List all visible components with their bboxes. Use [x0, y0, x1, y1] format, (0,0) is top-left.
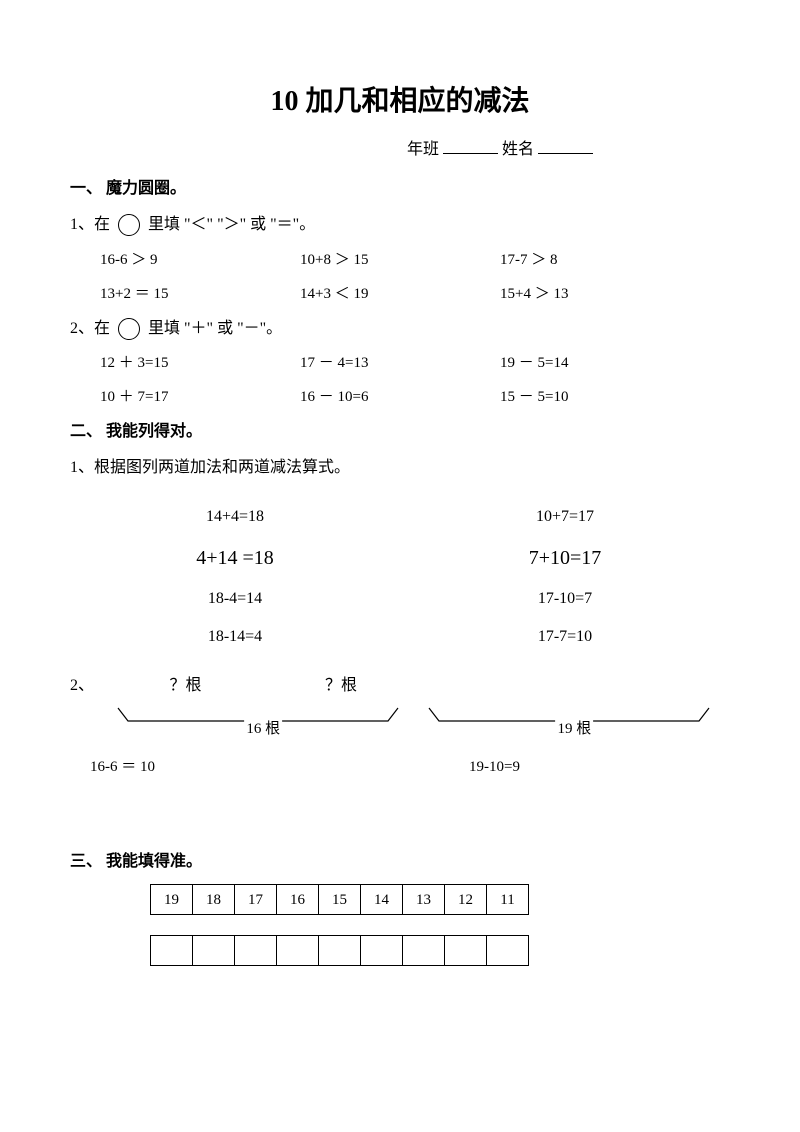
box[interactable] — [487, 936, 529, 966]
eq: 4+14 =18 — [70, 542, 400, 574]
eq: 18-14=4 — [70, 624, 400, 650]
box: 12 — [445, 885, 487, 915]
box: 11 — [487, 885, 529, 915]
page-title: 10 加几和相应的减法 — [70, 80, 730, 125]
class-label: 年班 — [407, 141, 439, 158]
bracket-b: 19 根 — [419, 703, 730, 747]
s2-q2-row: 2、 ？根 ？根 16 根 19 根 — [70, 673, 730, 747]
eq: 17-7=10 — [400, 624, 730, 650]
section-3-head: 三、 我能填得准。 — [70, 849, 730, 875]
box[interactable] — [445, 936, 487, 966]
box[interactable] — [193, 936, 235, 966]
cell: 15 － 5=10 — [500, 385, 700, 409]
eq: 7+10=17 — [400, 542, 730, 574]
q2-q-b: ？根 — [263, 673, 419, 699]
s1-q1-head-a: 1、在 — [70, 216, 110, 233]
circle-icon — [118, 318, 140, 340]
s1-q2-head: 2、在 里填 "＋" 或 "－"。 — [70, 316, 730, 342]
box: 19 — [151, 885, 193, 915]
box[interactable] — [151, 936, 193, 966]
cell: 10+8 ＞ 15 — [300, 248, 500, 272]
number-table-2 — [150, 935, 529, 966]
equation-block: 14+4=18 4+14 =18 18-4=14 18-14=4 10+7=17… — [70, 504, 730, 661]
eq: 18-4=14 — [70, 586, 400, 612]
solve-row: 16-6 ＝ 10 19-10=9 — [70, 755, 730, 779]
box[interactable] — [319, 936, 361, 966]
class-blank[interactable] — [443, 138, 498, 154]
s1-q1-head-b: 里填 "＜" "＞" 或 "＝"。 — [148, 216, 315, 233]
cell: 17-7 ＞ 8 — [500, 248, 700, 272]
eq-col-b: 10+7=17 7+10=17 17-10=7 17-7=10 — [400, 504, 730, 661]
box[interactable] — [235, 936, 277, 966]
box: 15 — [319, 885, 361, 915]
cell: 10 ＋ 7=17 — [100, 385, 300, 409]
q2-col-b: 19 根 — [419, 673, 730, 747]
box: 13 — [403, 885, 445, 915]
ans-a: 16-6 ＝ 10 — [90, 755, 409, 779]
cell: 16 － 10=6 — [300, 385, 500, 409]
box[interactable] — [361, 936, 403, 966]
header-line: 年班 姓名 — [70, 137, 730, 163]
cell: 13+2 ＝ 15 — [100, 282, 300, 306]
section-1-head: 一、 魔力圆圈。 — [70, 176, 730, 202]
s1-q1-head: 1、在 里填 "＜" "＞" 或 "＝"。 — [70, 212, 730, 238]
eq: 10+7=17 — [400, 504, 730, 530]
circle-icon — [118, 214, 140, 236]
box: 14 — [361, 885, 403, 915]
eq-col-a: 14+4=18 4+14 =18 18-4=14 18-14=4 — [70, 504, 400, 661]
s1-q2-head-a: 2、在 — [70, 320, 110, 337]
section-2-head: 二、 我能列得对。 — [70, 419, 730, 445]
s1-q1-row2: 13+2 ＝ 15 14+3 ＜ 19 15+4 ＞ 13 — [70, 282, 730, 306]
s2-q2-label: 2、 — [70, 673, 108, 747]
cell: 16-6 ＞ 9 — [100, 248, 300, 272]
bracket-a: 16 根 — [108, 703, 419, 747]
eq: 14+4=18 — [70, 504, 400, 530]
s2-q1-head: 1、根据图列两道加法和两道减法算式。 — [70, 455, 730, 481]
cell: 14+3 ＜ 19 — [300, 282, 500, 306]
cell: 17 － 4=13 — [300, 351, 500, 375]
total-b: 19 根 — [556, 717, 594, 741]
s1-q1-row1: 16-6 ＞ 9 10+8 ＞ 15 17-7 ＞ 8 — [70, 248, 730, 272]
box: 18 — [193, 885, 235, 915]
cell: 15+4 ＞ 13 — [500, 282, 700, 306]
cell: 19 － 5=14 — [500, 351, 700, 375]
eq: 17-10=7 — [400, 586, 730, 612]
total-a: 16 根 — [244, 717, 282, 741]
cell: 12 ＋ 3=15 — [100, 351, 300, 375]
s1-q2-head-b: 里填 "＋" 或 "－"。 — [148, 320, 282, 337]
s1-q2-row2: 10 ＋ 7=17 16 － 10=6 15 － 5=10 — [70, 385, 730, 409]
s1-q2-row1: 12 ＋ 3=15 17 － 4=13 19 － 5=14 — [70, 351, 730, 375]
ans-b: 19-10=9 — [409, 755, 730, 779]
name-blank[interactable] — [538, 138, 593, 154]
box: 16 — [277, 885, 319, 915]
box[interactable] — [277, 936, 319, 966]
box[interactable] — [403, 936, 445, 966]
name-label: 姓名 — [502, 141, 534, 158]
number-table-1: 19 18 17 16 15 14 13 12 11 — [150, 884, 529, 915]
q2-col-a: ？根 ？根 16 根 — [108, 673, 419, 747]
box: 17 — [235, 885, 277, 915]
q2-q-a: ？根 — [108, 673, 264, 699]
